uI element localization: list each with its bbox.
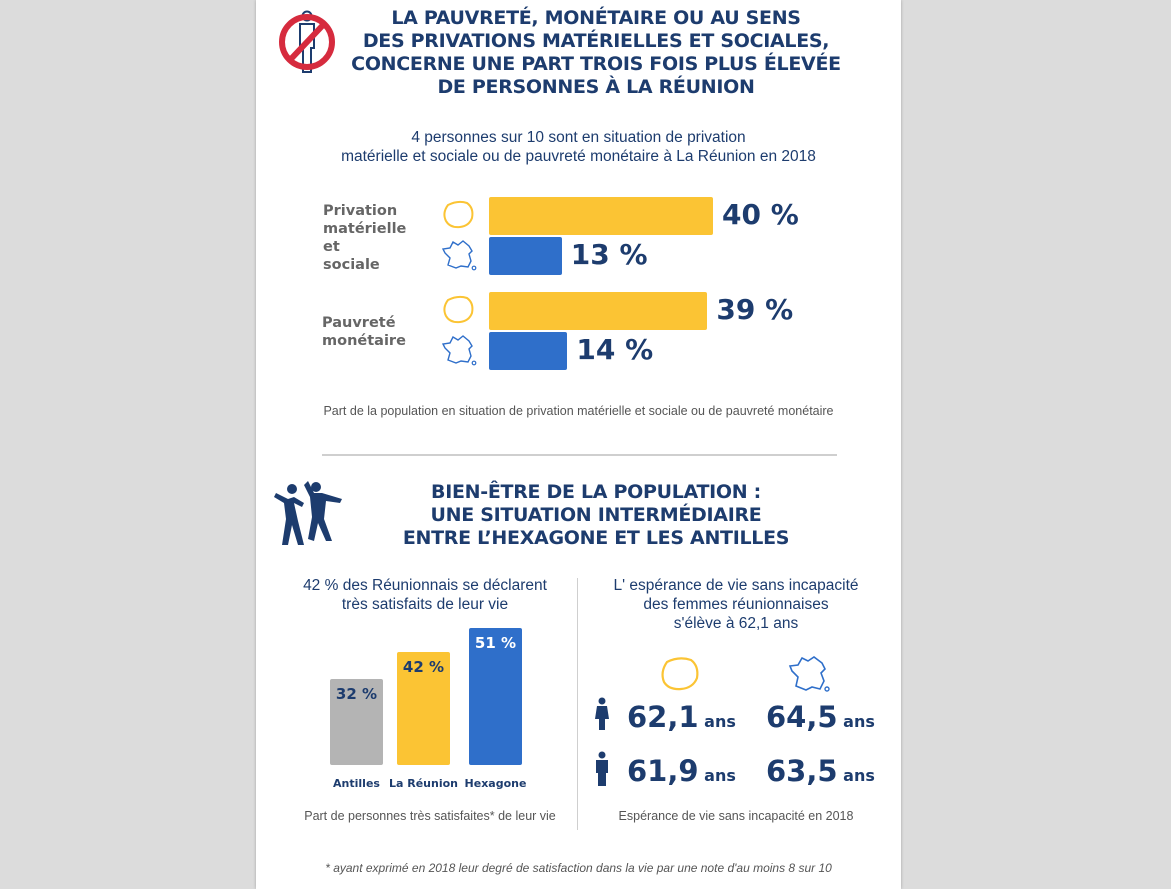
subtitle-line: 42 % des Réunionnais se déclarent: [303, 577, 547, 594]
category-label-line: monétaire: [322, 333, 406, 349]
bar: [330, 679, 383, 765]
life-unit: ans: [843, 712, 875, 731]
life-value: 62,1: [627, 700, 699, 734]
section1-title: LA PAUVRETÉ, MONÉTAIRE OU AU SENS DES PR…: [316, 7, 876, 99]
france-map-icon: [441, 240, 477, 271]
title-line: UNE SITUATION INTERMÉDIAIRE: [430, 504, 762, 526]
reunion-map-icon: [661, 657, 699, 691]
title-line: ENTRE L’HEXAGONE ET LES ANTILLES: [402, 527, 790, 549]
people-jumping-icon: [274, 481, 342, 545]
life-expectancy-male-hexagone: 63,5 ans: [766, 754, 875, 788]
panel-divider: [577, 578, 578, 830]
bar: [397, 652, 450, 765]
subtitle-line: très satisfaits de leur vie: [341, 596, 509, 613]
reunion-map-icon: [443, 200, 474, 229]
category-label: Antilles: [333, 777, 380, 790]
subtitle-line: matérielle et sociale ou de pauvreté mon…: [341, 148, 816, 165]
bar-value-label: 42 %: [402, 658, 445, 677]
section2-title: BIEN-ÊTRE DE LA POPULATION : UNE SITUATI…: [376, 481, 816, 550]
no-poverty-person-icon: [279, 10, 335, 73]
male-icon: [596, 751, 608, 786]
category-label-line: sociale: [323, 257, 380, 273]
life-value: 64,5: [766, 700, 838, 734]
life-expectancy-female-hexagone: 64,5 ans: [766, 700, 875, 734]
satisfaction-caption: Part de personnes très satisfaites* de l…: [304, 809, 556, 823]
satisfaction-subtitle: 42 % des Réunionnais se déclarent très s…: [270, 576, 580, 614]
category-label-line: et: [323, 239, 340, 255]
bar: [489, 237, 562, 275]
section1-caption: Part de la population en situation de pr…: [323, 404, 834, 418]
category-label-line: Pauvreté: [322, 315, 396, 331]
bar: [489, 332, 568, 370]
subtitle-line: s'élève à 62,1 ans: [673, 615, 799, 632]
bar-value-label: 32 %: [335, 685, 378, 704]
document-page: LA PAUVRETÉ, MONÉTAIRE OU AU SENS DES PR…: [256, 0, 901, 889]
title-line: BIEN-ÊTRE DE LA POPULATION :: [431, 481, 761, 503]
life-expectancy-female-reunion: 62,1 ans: [627, 700, 736, 734]
life-unit: ans: [843, 766, 875, 785]
title-line: LA PAUVRETÉ, MONÉTAIRE OU AU SENS: [391, 7, 801, 29]
subtitle-line: 4 personnes sur 10 sont en situation de …: [411, 129, 746, 146]
section1-subtitle: 4 personnes sur 10 sont en situation de …: [276, 128, 881, 166]
title-line: CONCERNE UNE PART TROIS FOIS PLUS ÉLEVÉE: [351, 53, 841, 75]
life-expectancy-male-reunion: 61,9 ans: [627, 754, 736, 788]
subtitle-line: des femmes réunionnaises: [643, 596, 829, 613]
category-label-line: Privation: [323, 203, 398, 219]
bar-value-label: 40 %: [722, 198, 799, 231]
female-icon: [595, 697, 609, 730]
france-map-icon: [788, 656, 830, 692]
bar: [489, 292, 708, 330]
category-label-pauvrete: Pauvreté monétaire: [322, 314, 406, 350]
footnote: * ayant exprimé en 2018 leur degré de sa…: [325, 861, 832, 875]
category-label-line: matérielle: [323, 221, 407, 237]
life-expectancy-subtitle: L' espérance de vie sans incapacité des …: [586, 576, 886, 633]
title-line: DE PERSONNES À LA RÉUNION: [437, 76, 755, 98]
bar-value-label: 14 %: [576, 333, 654, 366]
title-line: DES PRIVATIONS MATÉRIELLES ET SOCIALES,: [362, 30, 830, 52]
category-label-privation: Privation matérielle et sociale: [323, 202, 406, 274]
category-label: Hexagone: [464, 777, 527, 790]
life-value: 61,9: [627, 754, 699, 788]
life-unit: ans: [704, 766, 736, 785]
subtitle-line: L' espérance de vie sans incapacité: [613, 577, 859, 594]
bar: [489, 197, 713, 235]
france-map-icon: [441, 335, 477, 366]
section-divider: [322, 454, 837, 456]
reunion-map-icon: [443, 295, 474, 324]
bar-value-label: 39 %: [716, 293, 794, 326]
bar: [469, 628, 522, 765]
life-unit: ans: [704, 712, 736, 731]
life-expectancy-caption: Espérance de vie sans incapacité en 2018: [618, 809, 854, 823]
life-value: 63,5: [766, 754, 838, 788]
category-label: La Réunion: [388, 777, 458, 790]
bar-value-label: 51 %: [474, 634, 517, 652]
bar-value-label: 13 %: [570, 238, 648, 271]
